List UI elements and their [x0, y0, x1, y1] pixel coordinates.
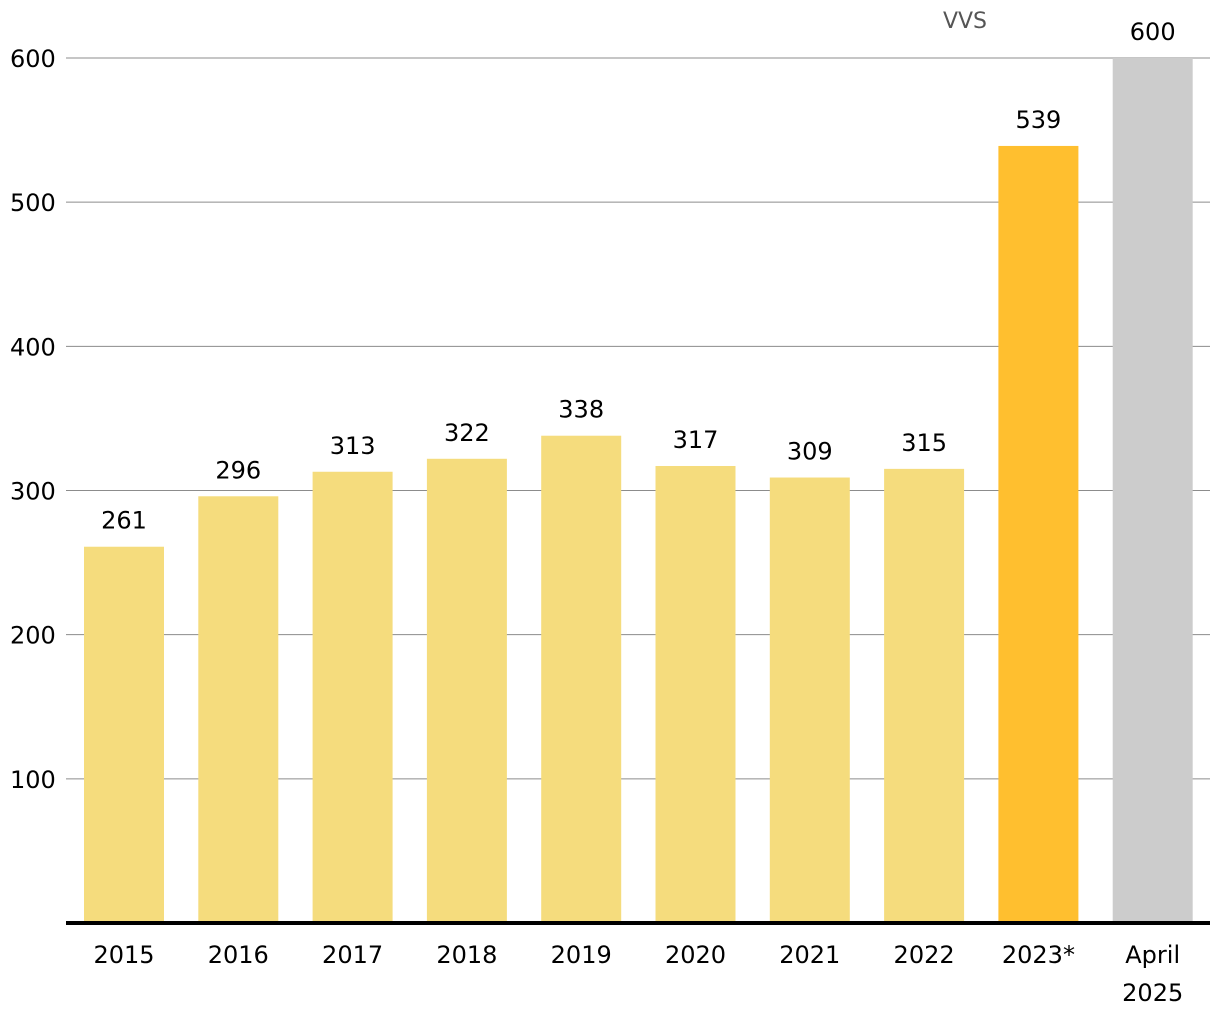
x-category-label: 2023* — [1002, 941, 1075, 969]
x-category-label: 2017 — [322, 941, 383, 969]
y-axis-ticks: 100 200 300 400 500 600 — [10, 45, 56, 794]
bar-value-label: 600 — [1130, 18, 1176, 46]
y-tick-label: 600 — [10, 45, 56, 73]
x-category-label: 2019 — [551, 941, 612, 969]
x-category-label: 2016 — [208, 941, 269, 969]
bar-value-label: 309 — [787, 438, 833, 466]
bar-2017 — [312, 471, 393, 923]
bar-value-label: 322 — [444, 419, 490, 447]
y-tick-label: 400 — [10, 333, 56, 361]
bar-value-label: 296 — [215, 456, 261, 484]
x-category-label: 2015 — [93, 941, 154, 969]
x-category-label: 2018 — [436, 941, 497, 969]
bar-value-label: 315 — [901, 429, 947, 457]
bars — [84, 58, 1193, 924]
bar-april-2025 — [1112, 58, 1193, 923]
x-category-label: 2020 — [665, 941, 726, 969]
bar-value-label: 338 — [558, 396, 604, 424]
bar-2023 — [998, 145, 1079, 924]
chart-annotation: VVS — [943, 9, 987, 34]
bar-2018 — [426, 458, 507, 923]
x-axis-labels: 2015 2016 2017 2018 2019 2020 2021 2022 2023* Apr… — [93, 941, 1183, 1007]
y-tick-label: 200 — [10, 622, 56, 650]
y-tick-label: 100 — [10, 766, 56, 794]
bar-value-label: 317 — [673, 426, 719, 454]
bar-2016 — [198, 496, 279, 923]
bar-value-label: 261 — [101, 507, 147, 535]
x-category-label: April — [1125, 941, 1180, 969]
x-category-label: 2022 — [894, 941, 955, 969]
y-tick-label: 500 — [10, 189, 56, 217]
y-tick-label: 300 — [10, 478, 56, 506]
x-category-label: 2021 — [779, 941, 840, 969]
bar-2020 — [655, 465, 736, 923]
value-labels: 261 296 313 322 338 317 309 315 539 600 — [101, 18, 1176, 535]
bar-2021 — [769, 477, 850, 923]
bar-value-label: 313 — [330, 432, 376, 460]
x-category-label: 2025 — [1122, 979, 1183, 1007]
bar-2022 — [884, 468, 965, 923]
bar-2015 — [84, 546, 164, 923]
bar-2019 — [541, 435, 622, 923]
bar-value-label: 539 — [1015, 106, 1061, 134]
